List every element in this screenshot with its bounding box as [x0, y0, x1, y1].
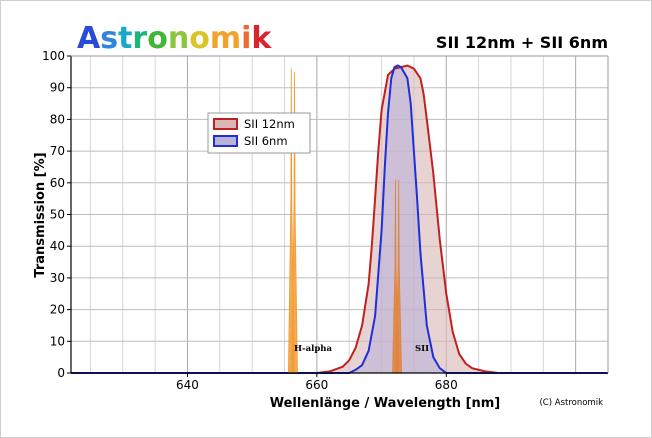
y-tick-label: 50	[50, 208, 65, 222]
x-tick-label: 660	[305, 378, 328, 392]
y-tick-label: 80	[50, 112, 65, 126]
y-tick-label: 30	[50, 271, 65, 285]
astronomik-logo: Astronomik	[77, 21, 272, 56]
y-axis-label: Transmission [%]	[33, 152, 48, 277]
y-tick-label: 100	[42, 49, 65, 63]
logo-letter: k	[251, 21, 272, 56]
logo-letter: s	[100, 21, 118, 56]
legend-label-sii-6nm: SII 6nm	[244, 134, 288, 148]
logo-letter: n	[168, 21, 189, 56]
y-tick-label: 0	[57, 366, 65, 380]
annotation-sii: SII	[415, 344, 429, 354]
series-line-1	[71, 64, 608, 374]
y-tick-label: 90	[50, 81, 65, 95]
copyright-credit: (C) Astronomik	[539, 398, 603, 408]
y-tick-label: 70	[50, 144, 65, 158]
legend: SII 12nm SII 6nm	[207, 112, 311, 154]
x-tick-label: 640	[176, 378, 199, 392]
logo-letter: r	[132, 21, 147, 56]
x-axis-label: Wellenlänge / Wavelength [nm]	[270, 396, 501, 411]
legend-swatch-sii-12nm	[213, 118, 238, 130]
series-fill-1	[349, 65, 447, 373]
logo-letter: o	[147, 21, 168, 56]
chart-title: SII 12nm + SII 6nm	[436, 33, 608, 52]
series-fills	[316, 65, 499, 373]
y-tick-label: 60	[50, 176, 65, 190]
x-tick-labels: 640 660 680	[176, 373, 458, 392]
axes	[70, 55, 609, 374]
annotation-h-alpha: H-alpha	[294, 344, 332, 354]
logo-letter: m	[210, 21, 241, 56]
legend-label-sii-12nm: SII 12nm	[244, 117, 295, 131]
logo-letter: A	[77, 21, 101, 56]
y-tick-label: 40	[50, 239, 65, 253]
series-lines	[71, 64, 608, 374]
y-tick-label: 10	[50, 334, 65, 348]
logo-letter: t	[118, 21, 132, 56]
legend-swatch-sii-6nm	[213, 135, 238, 147]
logo-letter: o	[189, 21, 210, 56]
x-tick-label: 680	[435, 378, 458, 392]
y-tick-labels: 0 10 20 30 40 50 60 70 80 90 100	[42, 49, 71, 380]
grid-lines	[71, 55, 609, 374]
series-line-0	[71, 64, 608, 374]
y-tick-label: 20	[50, 303, 65, 317]
logo-letter: i	[241, 21, 251, 56]
